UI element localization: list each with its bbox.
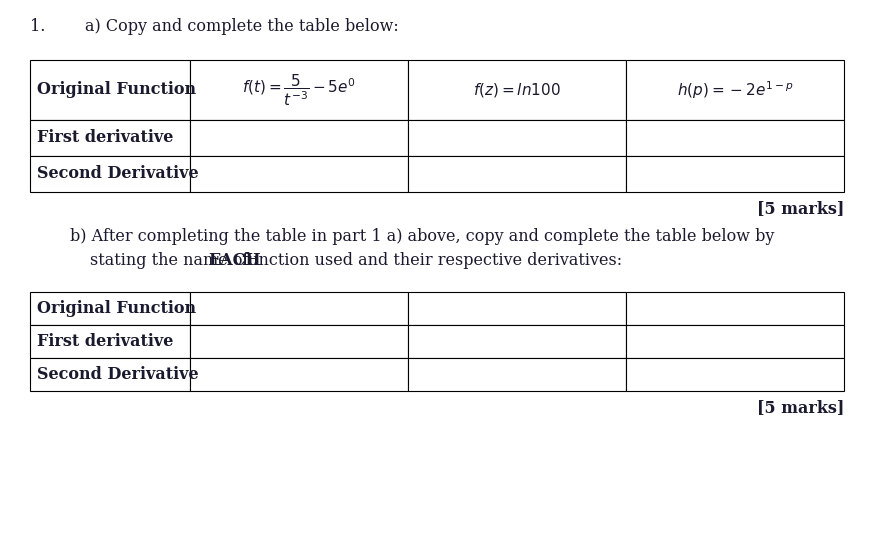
Bar: [408, 156, 626, 192]
Bar: [190, 358, 408, 391]
Text: $h(p) = -2e^{1-p}$: $h(p) = -2e^{1-p}$: [676, 79, 794, 101]
Bar: [626, 358, 844, 391]
Bar: [626, 156, 844, 192]
Text: function used and their respective derivatives:: function used and their respective deriv…: [237, 252, 622, 269]
Bar: [30, 156, 190, 192]
Text: [5 marks]: [5 marks]: [757, 200, 844, 217]
Bar: [408, 60, 626, 120]
Text: First derivative: First derivative: [37, 333, 173, 350]
Bar: [30, 60, 190, 120]
Bar: [190, 156, 408, 192]
Text: $f(z) = \mathit{ln}100$: $f(z) = \mathit{ln}100$: [473, 81, 561, 99]
Bar: [408, 358, 626, 391]
Bar: [408, 292, 626, 325]
Bar: [408, 120, 626, 156]
Text: b) After completing the table in part 1 a) above, copy and complete the table be: b) After completing the table in part 1 …: [70, 228, 774, 245]
Text: First derivative: First derivative: [37, 130, 173, 146]
Text: [5 marks]: [5 marks]: [757, 399, 844, 416]
Bar: [190, 120, 408, 156]
Bar: [190, 292, 408, 325]
Bar: [30, 120, 190, 156]
Bar: [190, 60, 408, 120]
Bar: [626, 60, 844, 120]
Text: $f(t) = \dfrac{5}{t^{-3}} - 5e^0$: $f(t) = \dfrac{5}{t^{-3}} - 5e^0$: [242, 72, 356, 108]
Bar: [626, 120, 844, 156]
Bar: [190, 325, 408, 358]
Text: Second Derivative: Second Derivative: [37, 366, 198, 383]
Bar: [408, 325, 626, 358]
Text: stating the name of: stating the name of: [90, 252, 253, 269]
Bar: [30, 292, 190, 325]
Text: Second Derivative: Second Derivative: [37, 165, 198, 183]
Bar: [626, 325, 844, 358]
Text: 1.: 1.: [30, 18, 45, 35]
Bar: [30, 325, 190, 358]
Text: Original Function: Original Function: [37, 300, 196, 317]
Text: EACH: EACH: [208, 252, 260, 269]
Text: Original Function: Original Function: [37, 82, 196, 98]
Text: a) Copy and complete the table below:: a) Copy and complete the table below:: [85, 18, 399, 35]
Bar: [30, 358, 190, 391]
Bar: [626, 292, 844, 325]
